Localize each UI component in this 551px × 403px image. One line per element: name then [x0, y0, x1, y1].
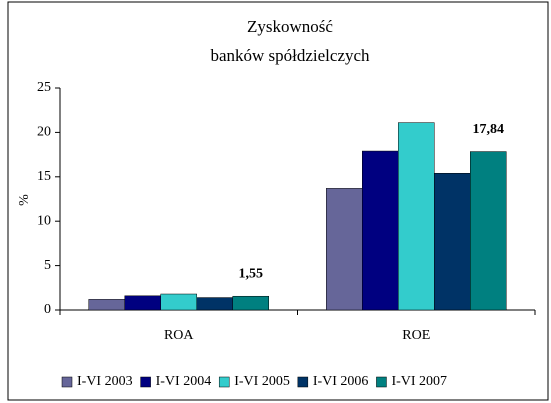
y-axis-label: % — [17, 194, 32, 206]
bar — [232, 295, 269, 311]
bar — [362, 150, 399, 311]
y-tick-label: 10 — [37, 213, 51, 228]
y-tick-label: 5 — [44, 258, 51, 273]
legend-label: I-VI 2005 — [234, 374, 290, 389]
y-tick-label: 0 — [44, 302, 51, 317]
legend-swatch — [140, 376, 151, 388]
x-tick-label: ROA — [164, 328, 194, 343]
data-label: 1,55 — [239, 266, 264, 281]
bar — [326, 188, 363, 311]
legend-label: I-VI 2004 — [156, 374, 212, 389]
y-tick-label: 25 — [37, 80, 51, 95]
legend-swatch — [297, 376, 309, 388]
bar — [470, 151, 507, 311]
data-label: 17,84 — [473, 122, 505, 137]
y-tick-label: 20 — [37, 125, 51, 140]
bar — [88, 299, 125, 311]
bar — [434, 172, 471, 311]
legend-swatch — [376, 376, 387, 388]
bar — [160, 293, 197, 311]
legend-label: I-VI 2003 — [77, 374, 133, 389]
legend-swatch — [61, 376, 73, 388]
chart-title: Zyskowność — [247, 17, 333, 36]
bar — [124, 295, 161, 311]
chart-title: banków spółdzielczych — [210, 46, 370, 65]
legend-label: I-VI 2006 — [313, 374, 369, 389]
legend-swatch — [218, 376, 230, 388]
y-tick-label: 15 — [37, 169, 51, 184]
x-tick-label: ROE — [402, 328, 430, 343]
bar — [196, 297, 233, 311]
bar — [398, 122, 435, 311]
legend-label: I-VI 2007 — [391, 374, 447, 389]
